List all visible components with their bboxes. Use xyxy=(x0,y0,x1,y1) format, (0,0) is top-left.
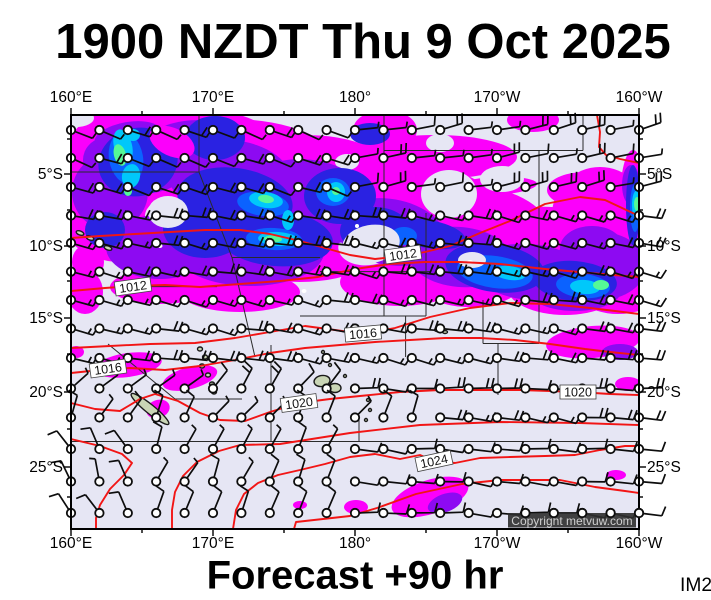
svg-text:25°S: 25°S xyxy=(647,459,681,476)
svg-text:Forecast +90 hr: Forecast +90 hr xyxy=(207,554,504,598)
svg-text:160°W: 160°W xyxy=(616,535,663,552)
svg-text:1020: 1020 xyxy=(284,395,314,413)
svg-text:160°E: 160°E xyxy=(50,89,92,106)
svg-text:160°E: 160°E xyxy=(50,535,92,552)
svg-text:IM2: IM2 xyxy=(680,575,711,596)
svg-text:10°S: 10°S xyxy=(647,238,681,255)
svg-text:Copyright metvuw.com: Copyright metvuw.com xyxy=(511,514,632,528)
svg-text:20°S: 20°S xyxy=(647,384,681,401)
svg-text:170°E: 170°E xyxy=(192,89,234,106)
svg-text:1900 NZDT Thu 9 Oct 2025: 1900 NZDT Thu 9 Oct 2025 xyxy=(55,15,670,69)
svg-text:25°S: 25°S xyxy=(29,459,63,476)
svg-text:160°W: 160°W xyxy=(616,89,663,106)
svg-text:1024: 1024 xyxy=(419,452,449,471)
svg-text:180°: 180° xyxy=(339,535,371,552)
svg-text:1012: 1012 xyxy=(388,246,418,264)
svg-text:1016: 1016 xyxy=(349,326,378,342)
svg-text:10°S: 10°S xyxy=(29,238,63,255)
svg-text:5°S: 5°S xyxy=(38,166,63,183)
svg-text:20°S: 20°S xyxy=(29,384,63,401)
svg-text:15°S: 15°S xyxy=(647,310,681,327)
svg-text:170°W: 170°W xyxy=(474,535,521,552)
svg-text:15°S: 15°S xyxy=(29,310,63,327)
svg-text:1016: 1016 xyxy=(93,360,123,378)
svg-text:5°S: 5°S xyxy=(647,166,672,183)
svg-text:170°E: 170°E xyxy=(192,535,234,552)
svg-text:180°: 180° xyxy=(339,89,371,106)
svg-text:1020: 1020 xyxy=(564,386,592,400)
svg-text:1012: 1012 xyxy=(118,278,148,296)
svg-text:170°W: 170°W xyxy=(474,89,521,106)
